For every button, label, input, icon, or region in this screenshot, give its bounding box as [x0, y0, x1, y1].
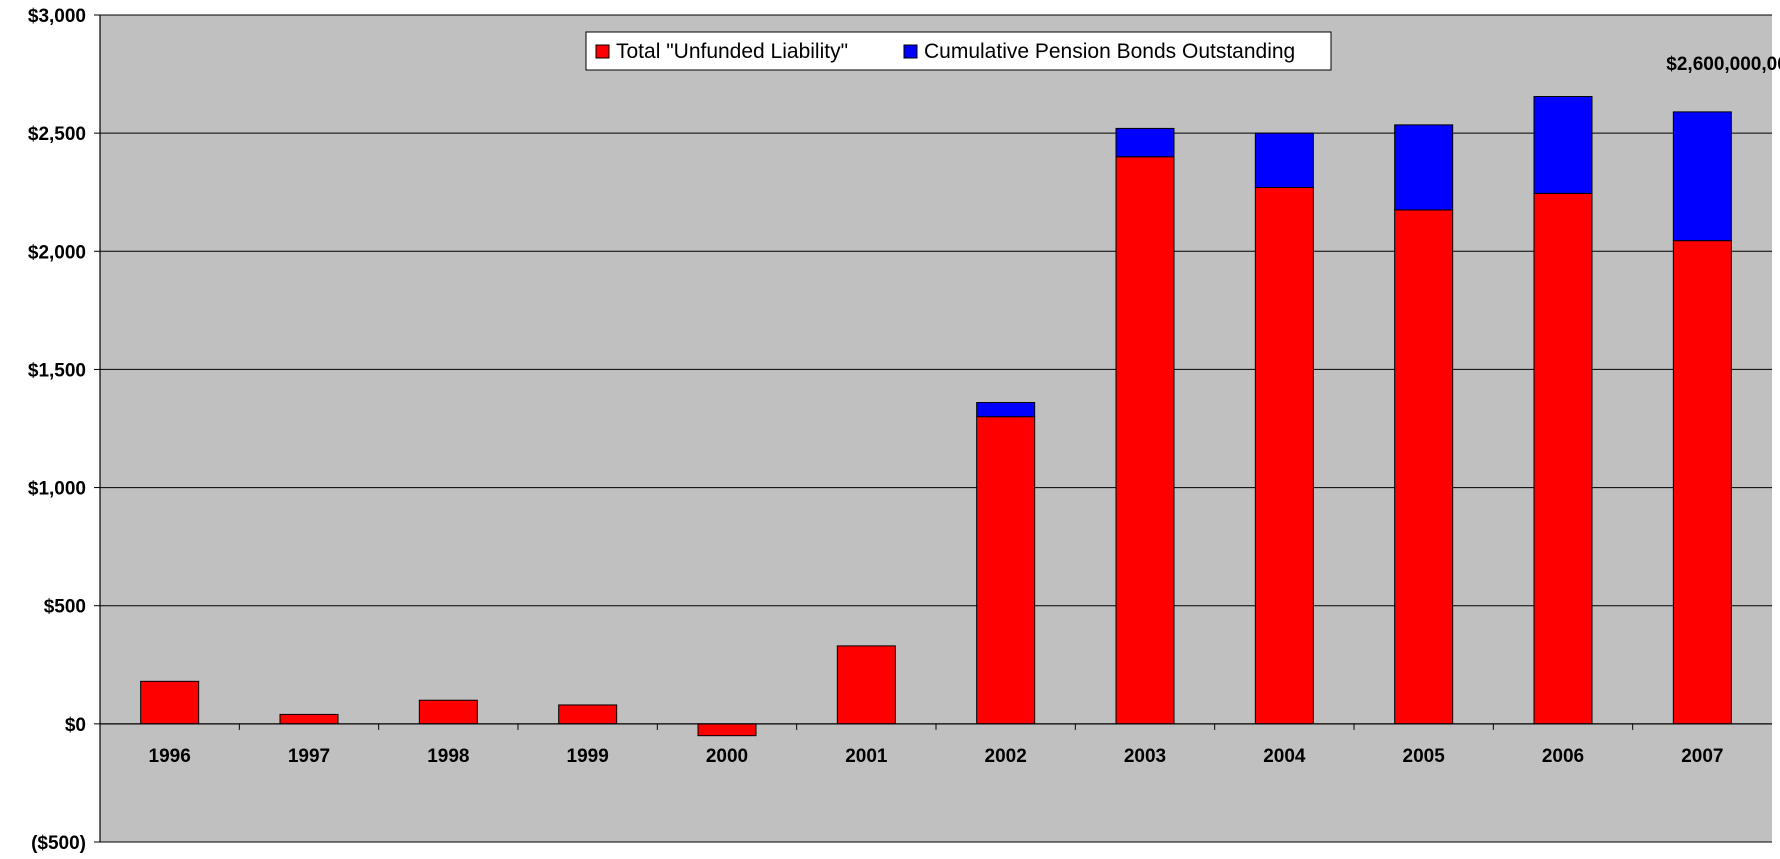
x-tick-label: 2006	[1542, 746, 1584, 767]
axes	[94, 14, 1772, 843]
bar-pension-bonds-2006	[1533, 96, 1593, 194]
bar-pension-bonds-2003	[1115, 127, 1175, 158]
bar-unfunded-liability-1998	[418, 699, 478, 725]
annotations: $2,600,000,000	[1666, 54, 1780, 75]
legend-swatch-unfunded-liability	[595, 44, 610, 59]
legend-label-unfunded-liability: Total "Unfunded Liability"	[616, 40, 848, 63]
x-tick-label: 1997	[288, 746, 330, 767]
bar-unfunded-liability-2004	[1254, 186, 1314, 725]
bar-unfunded-liability-2001	[836, 645, 896, 725]
bar-unfunded-liability-2002	[976, 416, 1036, 725]
y-tick-label: $3,000	[28, 6, 86, 27]
y-tick-label: ($500)	[31, 833, 86, 854]
x-tick-label: 2002	[985, 746, 1027, 767]
annotation-label: $2,600,000,000	[1666, 54, 1780, 75]
legend-box	[585, 31, 1332, 71]
y-tick-label: $2,000	[28, 242, 86, 263]
legend: Total "Unfunded Liability" Cumulative Pen…	[585, 31, 1332, 71]
y-tick-label: $500	[44, 597, 86, 618]
bar-unfunded-liability-1996	[140, 680, 200, 725]
bar-unfunded-liability-2003	[1115, 156, 1175, 725]
bar-pension-bonds-2007	[1672, 111, 1732, 242]
x-tick-label: 1996	[149, 746, 191, 767]
x-tick-label: 2007	[1681, 746, 1723, 767]
x-tick-label: 2005	[1403, 746, 1446, 767]
y-tick-label: $2,500	[28, 124, 86, 145]
bar-unfunded-liability-2000	[697, 723, 757, 737]
plot-area	[100, 15, 1772, 842]
gridlines	[100, 14, 1772, 843]
y-tick-label: $0	[65, 715, 86, 736]
y-tick-label: $1,000	[28, 479, 86, 500]
bar-pension-bonds-2002	[976, 402, 1036, 418]
x-tick-label: 2004	[1263, 746, 1306, 767]
bar-unfunded-liability-2007	[1672, 240, 1732, 725]
y-tick-label: $1,500	[28, 360, 86, 381]
bar-unfunded-liability-2006	[1533, 192, 1593, 725]
x-tick-label: 2003	[1124, 746, 1166, 767]
tick-labels: ($500) $0 $500 $1,000 $1,500 $2,000 $2,500 $3,0…	[28, 6, 1724, 854]
plot-background	[100, 15, 1772, 842]
x-tick-label: 2000	[706, 746, 748, 767]
bar-unfunded-liability-2005	[1394, 209, 1454, 725]
x-tick-label: 1999	[567, 746, 609, 767]
legend-label-pension-bonds: Cumulative Pension Bonds Outstanding	[924, 40, 1295, 63]
bars	[140, 96, 1732, 737]
bar-unfunded-liability-1997	[279, 713, 339, 725]
bar-unfunded-liability-1999	[558, 704, 618, 725]
x-tick-label: 2001	[845, 746, 888, 767]
bar-pension-bonds-2004	[1254, 132, 1314, 188]
bar-pension-bonds-2005	[1394, 124, 1454, 211]
x-tick-label: 1998	[427, 746, 469, 767]
legend-swatch-pension-bonds	[903, 44, 918, 59]
